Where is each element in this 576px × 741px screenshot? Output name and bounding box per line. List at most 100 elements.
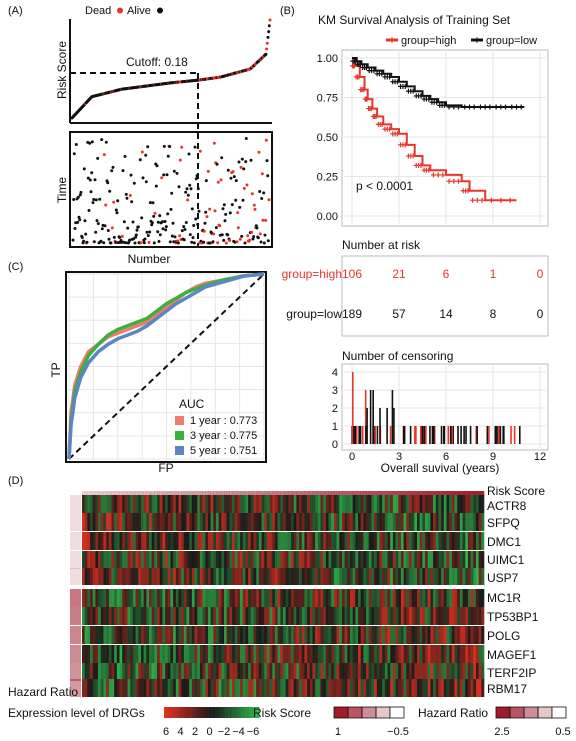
heatmap-cell — [446, 495, 450, 513]
time-point — [250, 192, 254, 196]
heatmap-cell — [339, 495, 343, 513]
heatmap-cell — [336, 532, 340, 550]
heatmap-cell — [266, 568, 270, 586]
heatmap-cell — [157, 645, 161, 663]
time-point — [215, 162, 219, 166]
heatmap-cell — [344, 495, 348, 513]
heatmap-cell — [237, 663, 241, 681]
heatmap-cell — [151, 679, 155, 697]
heatmap-cell — [315, 513, 319, 531]
heatmap-cell — [422, 568, 426, 586]
heatmap-cell — [438, 645, 442, 663]
heatmap-cell — [358, 679, 362, 697]
heatmap-cell — [140, 513, 144, 531]
heatmap-cell — [441, 589, 445, 607]
heatmap-cell — [162, 568, 166, 586]
time-point — [157, 240, 161, 243]
heatmap-cell — [264, 645, 268, 663]
heatmap-cell — [186, 663, 190, 681]
heatmap-cell — [414, 679, 418, 697]
risk-score-cell — [157, 491, 161, 497]
hazard-legend-cell — [537, 706, 553, 719]
time-point — [265, 159, 269, 163]
heatmap-cell — [191, 679, 195, 697]
heatmap-cell — [272, 679, 276, 697]
km-censor-mark — [477, 104, 483, 110]
heatmap-cell — [350, 626, 353, 644]
heatmap-cell — [183, 513, 187, 531]
risk-score-cell — [248, 491, 252, 497]
heatmap-cell — [237, 679, 241, 697]
time-point — [182, 238, 186, 242]
heatmap-cell — [157, 679, 161, 697]
heatmap-cell — [162, 551, 166, 569]
heatmap-cell — [411, 645, 415, 663]
heatmap-cell — [175, 607, 179, 625]
heatmap-cell — [473, 663, 477, 681]
heatmap-cell — [408, 551, 412, 569]
hazard-legend-cell — [551, 706, 567, 719]
risk-point — [267, 30, 271, 34]
time-point — [170, 234, 174, 238]
risk-table-value: 189 — [342, 307, 362, 321]
heatmap-cell — [87, 551, 91, 569]
risk-score-cell — [331, 491, 335, 497]
hazard-cell — [70, 645, 81, 663]
km-censor-mark — [402, 83, 408, 89]
heatmap-cell — [285, 495, 289, 513]
heatmap-cell — [299, 626, 303, 644]
heatmap-cell — [462, 679, 466, 697]
censor-xtick-label: 9 — [490, 451, 496, 463]
heatmap-cell — [258, 568, 262, 586]
heatmap-cell — [234, 495, 238, 513]
heatmap-cell — [229, 607, 233, 625]
heatmap-cell — [242, 663, 246, 681]
heatmap-cell — [368, 532, 372, 550]
expr-legend-gradient-cell — [194, 707, 199, 718]
heatmap-cell — [253, 513, 257, 531]
heatmap-cell — [406, 495, 410, 513]
heatmap-cell — [135, 532, 139, 550]
heatmap-cell — [234, 551, 238, 569]
heatmap-cell — [237, 626, 241, 644]
risk-score-cell — [199, 491, 203, 497]
heatmap-cell — [146, 645, 150, 663]
risk-score-cell — [130, 491, 134, 497]
risk-score-cell — [245, 491, 249, 497]
heatmap-cell — [433, 589, 437, 607]
heatmap-cell — [427, 589, 431, 607]
km-censor-mark — [479, 197, 485, 203]
heatmap-cell — [256, 626, 260, 644]
heatmap-cell — [122, 679, 126, 697]
heatmap-cell — [462, 663, 466, 681]
heatmap-cell — [433, 532, 437, 550]
risk-score-cell — [408, 491, 412, 497]
roc-plot — [67, 272, 265, 460]
heatmap-cell — [392, 513, 396, 531]
heatmap-cell — [207, 607, 211, 625]
time-point — [80, 236, 84, 239]
heatmap-cell — [285, 607, 289, 625]
time-point — [79, 190, 83, 194]
time-point — [170, 191, 174, 195]
heatmap-cell — [199, 513, 203, 531]
heatmap-cell — [82, 679, 85, 697]
heatmap-cell — [218, 645, 222, 663]
heatmap-cell — [459, 551, 463, 569]
heatmap-cell — [250, 626, 254, 644]
heatmap-cell — [157, 495, 161, 513]
heatmap-cell — [224, 532, 228, 550]
heatmap-cell — [124, 626, 128, 644]
heatmap-cell — [242, 495, 246, 513]
heatmap-cell — [422, 663, 426, 681]
time-point — [141, 176, 145, 180]
heatmap-cell — [304, 607, 308, 625]
risk-score-cell — [417, 491, 420, 497]
heatmap-cell — [240, 532, 244, 550]
heatmap-cell — [189, 513, 193, 531]
heatmap-cell — [473, 626, 477, 644]
heatmap-cell — [103, 679, 107, 697]
heatmap-cell — [398, 607, 402, 625]
heatmap-cell — [304, 679, 308, 697]
hazard-legend-cell — [523, 706, 539, 719]
